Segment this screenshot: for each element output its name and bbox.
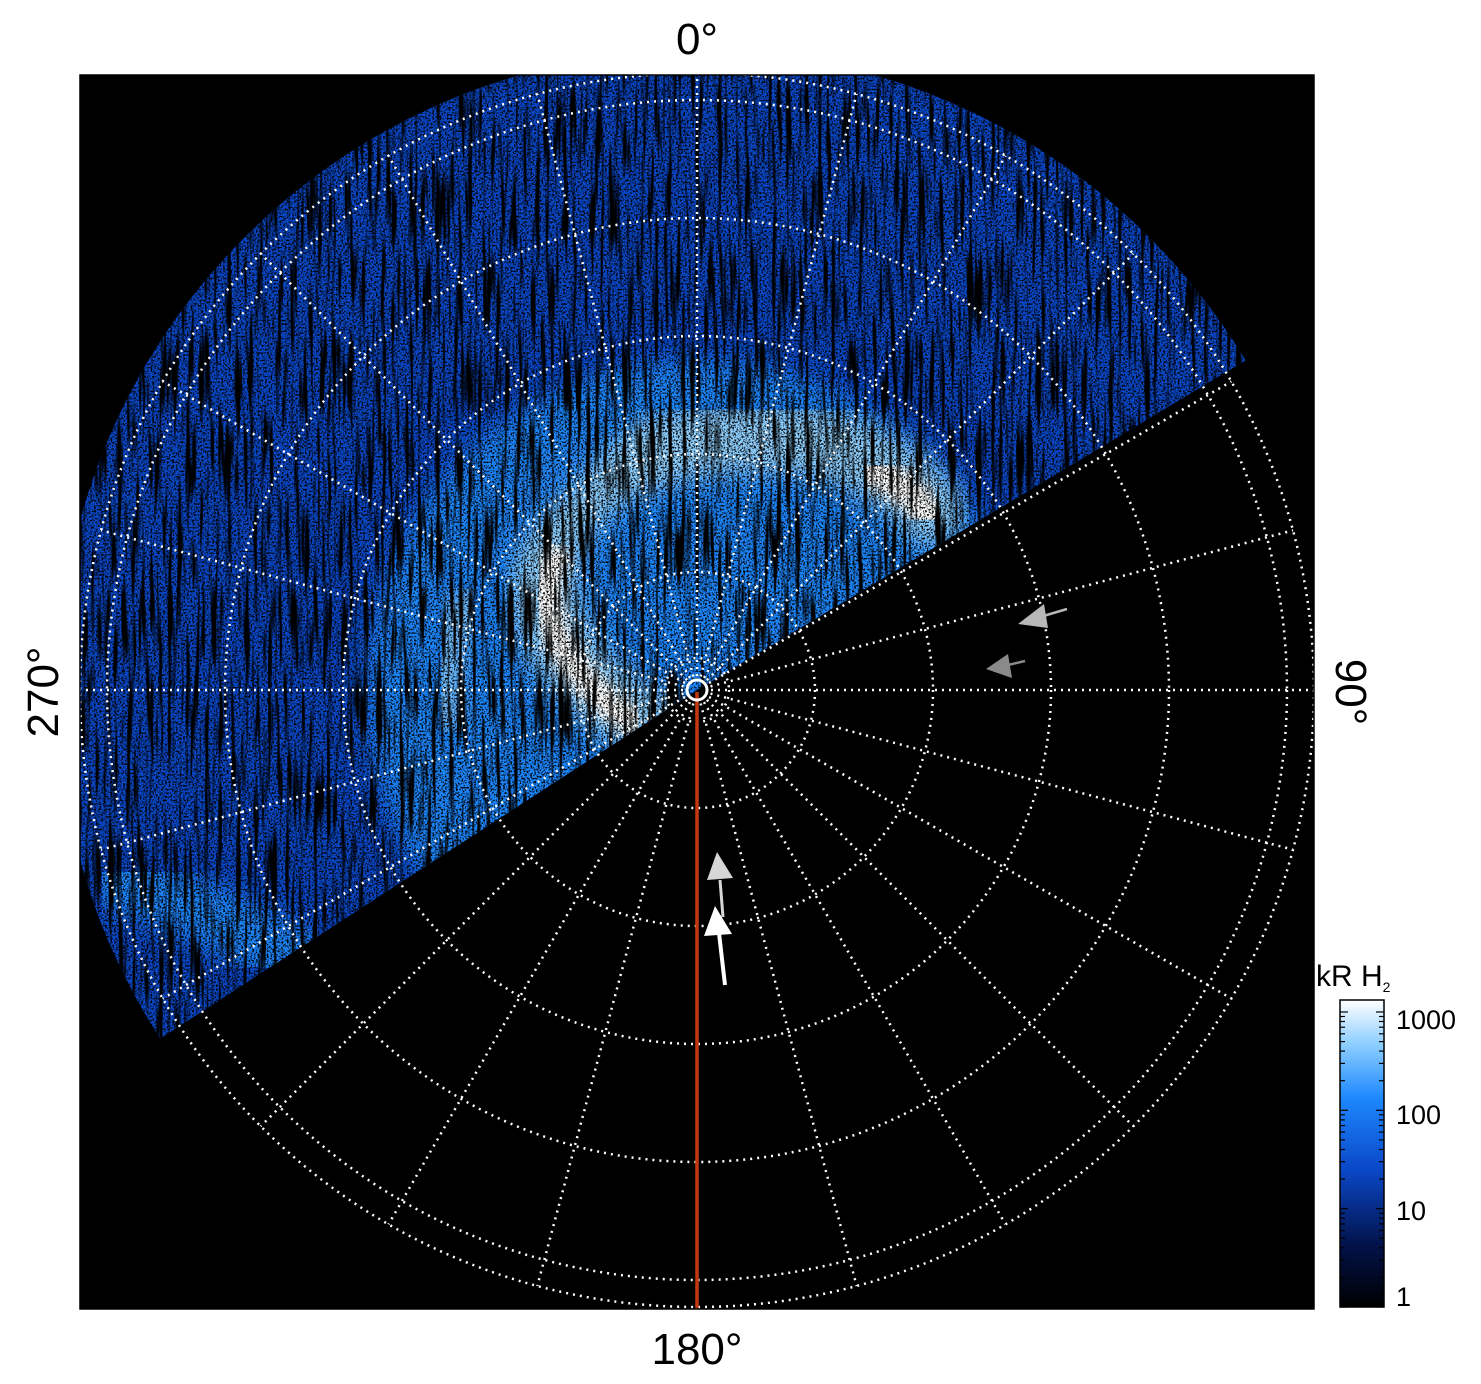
grid-spoke xyxy=(536,93,695,677)
grid-circle xyxy=(341,334,1053,1046)
longitude-grid-lines xyxy=(80,75,1314,1307)
grid-spoke xyxy=(710,692,1294,851)
grid-spoke xyxy=(162,380,686,685)
gray-arrow-east-upper xyxy=(1018,604,1068,628)
white-arrow-south-lower xyxy=(704,906,732,986)
grid-spoke xyxy=(387,155,692,679)
grid-spoke xyxy=(259,699,688,1128)
grid-spoke xyxy=(536,703,695,1287)
grid-spoke xyxy=(259,252,688,681)
grid-spoke xyxy=(708,695,1232,1000)
grid-spoke xyxy=(699,93,858,677)
grid-spoke xyxy=(710,529,1294,688)
grid-spoke xyxy=(100,529,684,688)
grid-spoke xyxy=(699,703,858,1287)
pole-marker xyxy=(685,678,709,702)
grid-spoke xyxy=(162,695,686,1000)
colorbar-tick-1: 1 xyxy=(1396,1282,1411,1312)
colorbar-minor-ticks xyxy=(1340,1011,1384,1308)
grid-spoke xyxy=(706,699,1135,1128)
colorbar-tick-1000: 1000 xyxy=(1396,1005,1456,1035)
grid-spoke xyxy=(708,380,1232,685)
colorbar-tick-10: 10 xyxy=(1396,1196,1426,1226)
grid-spoke xyxy=(387,701,692,1225)
grid-circle xyxy=(577,570,817,810)
colorbar: kR H2 1000 100 10 1 xyxy=(1316,960,1456,1312)
azimuth-label-0: 0° xyxy=(676,15,718,64)
arrow-markers xyxy=(704,604,1068,986)
polar-plot xyxy=(80,75,1314,1309)
azimuth-label-270: 270° xyxy=(19,646,68,737)
gray-arrow-east-lower xyxy=(986,654,1026,678)
grid-spoke xyxy=(706,252,1135,681)
grid-spoke xyxy=(702,701,1007,1225)
azimuth-label-180: 180° xyxy=(651,1325,742,1374)
grid-circle xyxy=(223,216,1171,1164)
grid-spoke xyxy=(100,692,684,851)
colorbar-label: kR H2 xyxy=(1316,960,1391,995)
colorbar-gradient xyxy=(1339,999,1385,1308)
plot-frame xyxy=(79,74,1315,1310)
azimuth-label-90: 90° xyxy=(1326,659,1375,726)
colorbar-tick-100: 100 xyxy=(1396,1100,1441,1130)
gray-arrow-south-upper xyxy=(707,852,733,918)
grid-circle xyxy=(459,452,935,928)
grid-spoke xyxy=(702,155,1007,679)
